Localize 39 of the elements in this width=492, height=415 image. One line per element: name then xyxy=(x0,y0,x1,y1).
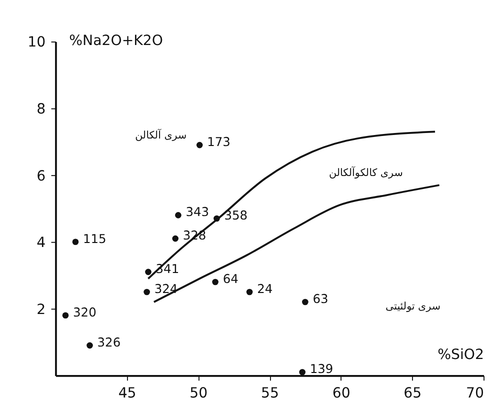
annotation: سری آلکالن xyxy=(135,128,187,142)
annotation: 63 xyxy=(312,292,328,306)
annotation: 139 xyxy=(310,362,334,376)
point xyxy=(145,268,152,276)
x-tick-label: 65 xyxy=(404,386,422,402)
point xyxy=(86,342,93,349)
y-axis-title: %Na2O+K2O xyxy=(69,32,164,49)
annotation: 343 xyxy=(186,205,210,220)
annotation: 358 xyxy=(224,208,248,222)
annotation: 326 xyxy=(97,335,121,350)
point xyxy=(196,142,203,148)
y-tick-label: 2 xyxy=(36,302,46,318)
annotation: سری تولئیتی xyxy=(385,300,440,313)
point xyxy=(246,288,253,296)
y-tick-label: 10 xyxy=(28,34,46,51)
point xyxy=(212,278,218,286)
annotation: 24 xyxy=(257,282,273,296)
point xyxy=(302,298,308,306)
point xyxy=(299,368,306,376)
x-tick-label: 70 xyxy=(466,386,484,402)
point xyxy=(175,212,182,218)
x-tick-label: 60 xyxy=(332,386,350,402)
annotation: 173 xyxy=(207,134,230,149)
point xyxy=(144,288,150,296)
x-tick-label: 55 xyxy=(261,386,279,402)
x-axis-title: %SiO2 xyxy=(438,347,484,364)
x-tick-label: 45 xyxy=(118,386,136,402)
annotation: 320 xyxy=(73,305,96,320)
line-series xyxy=(153,184,440,303)
point xyxy=(172,235,179,242)
y-tick-label: 8 xyxy=(36,101,46,118)
point xyxy=(72,238,79,246)
annotation: 64 xyxy=(222,272,239,286)
y-tick-label: 6 xyxy=(36,168,46,184)
y-tick-label: 4 xyxy=(36,235,46,252)
annotation: 115 xyxy=(83,232,106,246)
point xyxy=(62,312,69,319)
annotation: سری کالکوآلکالن xyxy=(329,166,403,180)
x-tick-label: 50 xyxy=(190,386,208,402)
